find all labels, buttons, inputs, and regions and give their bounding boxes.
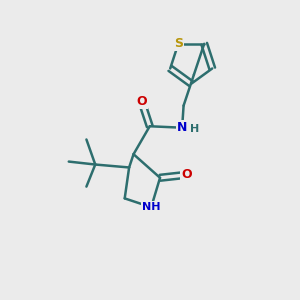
Text: NH: NH bbox=[142, 202, 161, 212]
Text: H: H bbox=[190, 124, 199, 134]
Text: N: N bbox=[177, 121, 187, 134]
Text: O: O bbox=[181, 168, 192, 181]
Text: O: O bbox=[136, 95, 147, 108]
Text: S: S bbox=[174, 37, 183, 50]
